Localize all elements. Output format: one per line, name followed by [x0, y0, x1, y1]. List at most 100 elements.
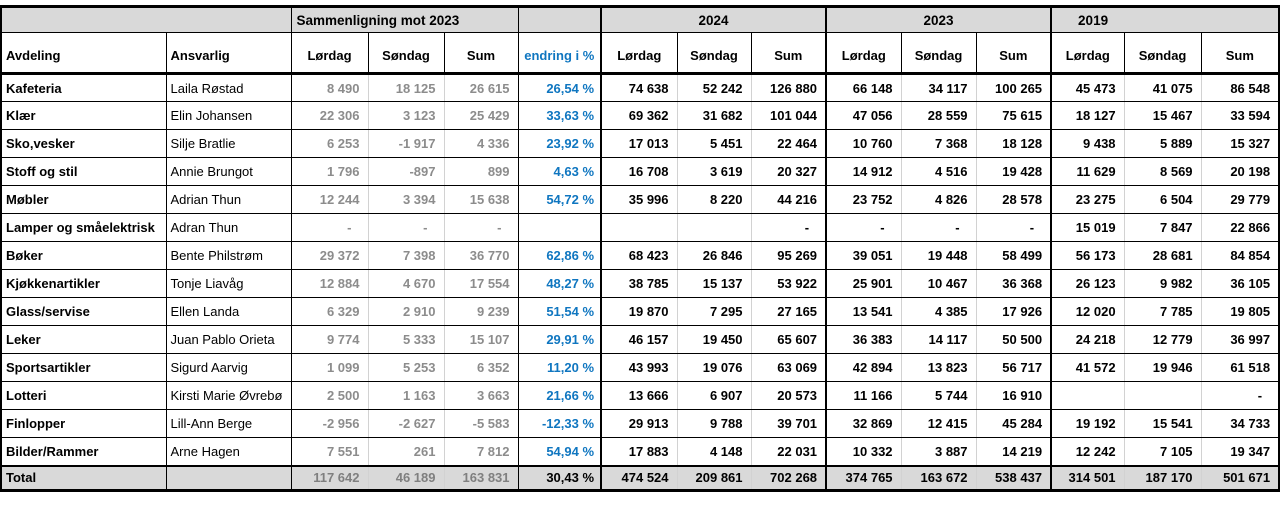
cell-value[interactable]: 35 996 — [600, 185, 678, 214]
col-header-cmp-sum[interactable]: Sum — [443, 32, 519, 75]
cell-value[interactable]: - — [825, 213, 902, 242]
cell-value[interactable]: 7 785 — [1123, 297, 1202, 326]
cell-value[interactable]: 36 368 — [975, 269, 1052, 298]
cell-avdeling[interactable]: Kjøkkenartikler — [1, 269, 166, 298]
cell-avdeling[interactable]: Møbler — [1, 185, 166, 214]
cell-value[interactable]: 3 394 — [367, 185, 444, 214]
cell-value[interactable]: -2 627 — [367, 409, 444, 438]
cell-ansvarlig[interactable]: Ellen Landa — [165, 297, 291, 326]
cell-value[interactable]: 58 499 — [975, 241, 1052, 270]
cell-value[interactable]: 15 467 — [1123, 101, 1202, 130]
cell-value[interactable]: 44 216 — [750, 185, 827, 214]
cell-value[interactable]: 13 541 — [825, 297, 902, 326]
cell-value[interactable]: 29 372 — [290, 241, 368, 270]
cell-value[interactable]: - — [443, 213, 519, 242]
cell-avdeling[interactable]: Lotteri — [1, 381, 166, 410]
cell-value[interactable]: -897 — [367, 157, 444, 186]
cell-ansvarlig[interactable]: Adran Thun — [165, 213, 291, 242]
cell-value[interactable]: 34 733 — [1200, 409, 1280, 438]
cell-value[interactable]: 27 165 — [750, 297, 827, 326]
cell-value[interactable]: 36 997 — [1200, 325, 1280, 354]
cell-value[interactable]: - — [367, 213, 444, 242]
cell-value[interactable]: 33,63 % — [517, 101, 602, 130]
cell-value[interactable]: 14 219 — [975, 437, 1052, 466]
cell-value[interactable]: 18 125 — [367, 73, 444, 102]
cell-value[interactable]: - — [750, 213, 827, 242]
cell-value[interactable]: 10 760 — [825, 129, 902, 158]
cell-value[interactable]: 10 467 — [900, 269, 977, 298]
cell-value[interactable]: 7 368 — [900, 129, 977, 158]
cell-value[interactable]: 7 398 — [367, 241, 444, 270]
cell-value[interactable] — [517, 213, 602, 242]
cell-value[interactable]: 20 573 — [750, 381, 827, 410]
cell-value[interactable]: 54,94 % — [517, 437, 602, 466]
cell-value[interactable]: 9 438 — [1050, 129, 1125, 158]
cell-ansvarlig[interactable]: Bente Philstrøm — [165, 241, 291, 270]
cell-ansvarlig[interactable]: Kirsti Marie Øvrebø — [165, 381, 291, 410]
cell-value[interactable]: 501 671 — [1200, 464, 1280, 491]
cell-value[interactable]: 9 239 — [443, 297, 519, 326]
group-header-blank-endring[interactable] — [517, 6, 602, 33]
cell-value[interactable]: 474 524 — [600, 464, 678, 491]
cell-value[interactable]: 15 019 — [1050, 213, 1125, 242]
cell-value[interactable]: 6 352 — [443, 353, 519, 382]
cell-value[interactable]: - — [975, 213, 1052, 242]
cell-value[interactable]: 702 268 — [750, 464, 827, 491]
cell-value[interactable]: 74 638 — [600, 73, 678, 102]
cell-value[interactable]: 39 051 — [825, 241, 902, 270]
cell-value[interactable]: 41 572 — [1050, 353, 1125, 382]
cell-value[interactable]: 19 805 — [1200, 297, 1280, 326]
cell-value[interactable]: 7 105 — [1123, 437, 1202, 466]
cell-ansvarlig[interactable]: Adrian Thun — [165, 185, 291, 214]
cell-value[interactable]: 43 993 — [600, 353, 678, 382]
cell-value[interactable]: 33 594 — [1200, 101, 1280, 130]
cell-avdeling[interactable]: Klær — [1, 101, 166, 130]
cell-value[interactable]: -5 583 — [443, 409, 519, 438]
cell-value[interactable]: 46 157 — [600, 325, 678, 354]
cell-value[interactable]: 42 894 — [825, 353, 902, 382]
cell-ansvarlig[interactable]: Tonje Liavåg — [165, 269, 291, 298]
cell-value[interactable]: 163 831 — [443, 464, 519, 491]
cell-value[interactable]: 17 926 — [975, 297, 1052, 326]
col-header-endring[interactable]: endring i % — [517, 32, 602, 75]
cell-ansvarlig[interactable]: Lill-Ann Berge — [165, 409, 291, 438]
cell-value[interactable]: 95 269 — [750, 241, 827, 270]
cell-avdeling[interactable]: Leker — [1, 325, 166, 354]
cell-value[interactable]: 36 105 — [1200, 269, 1280, 298]
group-header-2019[interactable]: 2019 — [1050, 6, 1280, 33]
cell-value[interactable]: 9 788 — [676, 409, 752, 438]
cell-value[interactable]: 4 670 — [367, 269, 444, 298]
cell-value[interactable]: 163 672 — [900, 464, 977, 491]
cell-value[interactable]: 314 501 — [1050, 464, 1125, 491]
cell-value[interactable]: 7 551 — [290, 437, 368, 466]
cell-value[interactable]: 26 615 — [443, 73, 519, 102]
cell-value[interactable]: 4 336 — [443, 129, 519, 158]
cell-value[interactable]: 21,66 % — [517, 381, 602, 410]
group-header-2024[interactable]: 2024 — [600, 6, 827, 33]
cell-value[interactable]: -12,33 % — [517, 409, 602, 438]
cell-value[interactable]: 63 069 — [750, 353, 827, 382]
cell-value[interactable]: 66 148 — [825, 73, 902, 102]
cell-avdeling[interactable]: Bilder/Rammer — [1, 437, 166, 466]
col-header-2023-sondag[interactable]: Søndag — [900, 32, 977, 75]
cell-ansvarlig[interactable] — [165, 464, 291, 491]
cell-value[interactable]: 32 869 — [825, 409, 902, 438]
cell-avdeling[interactable]: Finlopper — [1, 409, 166, 438]
cell-value[interactable]: 12 020 — [1050, 297, 1125, 326]
col-header-2024-sondag[interactable]: Søndag — [676, 32, 752, 75]
col-header-2019-sondag[interactable]: Søndag — [1123, 32, 1202, 75]
cell-ansvarlig[interactable]: Juan Pablo Orieta — [165, 325, 291, 354]
cell-value[interactable] — [600, 213, 678, 242]
cell-avdeling[interactable]: Bøker — [1, 241, 166, 270]
cell-value[interactable]: 12 779 — [1123, 325, 1202, 354]
cell-value[interactable]: 28 559 — [900, 101, 977, 130]
col-header-avdeling[interactable]: Avdeling — [1, 32, 166, 75]
cell-value[interactable]: 24 218 — [1050, 325, 1125, 354]
cell-value[interactable]: - — [1200, 381, 1280, 410]
cell-ansvarlig[interactable]: Silje Bratlie — [165, 129, 291, 158]
cell-value[interactable]: 50 500 — [975, 325, 1052, 354]
cell-value[interactable]: 8 220 — [676, 185, 752, 214]
cell-value[interactable]: 13 823 — [900, 353, 977, 382]
cell-value[interactable]: 45 473 — [1050, 73, 1125, 102]
cell-value[interactable]: 3 663 — [443, 381, 519, 410]
